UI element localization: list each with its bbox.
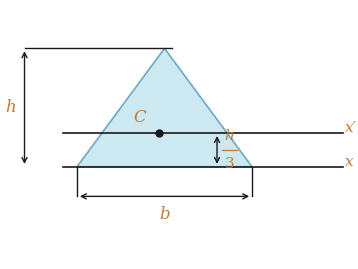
Text: x′: x′ bbox=[345, 121, 357, 135]
Text: h: h bbox=[5, 99, 16, 116]
Text: b: b bbox=[159, 206, 170, 223]
Polygon shape bbox=[77, 48, 252, 167]
Text: 3: 3 bbox=[224, 157, 234, 171]
Text: x: x bbox=[345, 155, 353, 169]
Text: h: h bbox=[224, 129, 234, 143]
Text: C: C bbox=[134, 109, 146, 126]
